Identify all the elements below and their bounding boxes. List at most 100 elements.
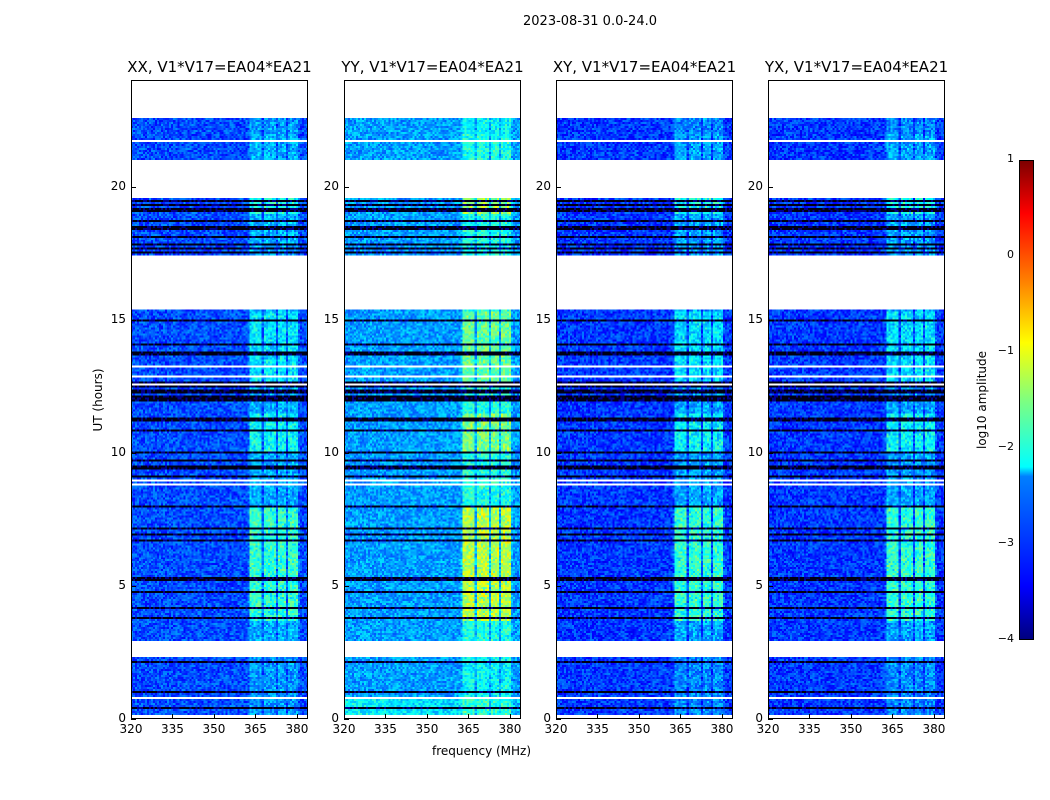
y-tick-label: 15	[747, 311, 763, 326]
y-tick-label: 20	[535, 178, 551, 193]
x-tick-label: 380	[285, 722, 309, 736]
x-tick	[426, 714, 428, 719]
y-axis-label: UT (hours)	[91, 368, 105, 432]
panel-title: YY, V1*V17=EA04*EA21	[341, 58, 524, 76]
y-tick	[768, 719, 773, 720]
colorbar-tick-label: −3	[997, 536, 1014, 549]
x-tick	[344, 714, 345, 719]
x-tick-label: 335	[798, 722, 821, 736]
axes-frame	[344, 80, 521, 719]
y-tick	[344, 186, 349, 188]
axes-frame	[131, 80, 308, 719]
y-tick	[344, 719, 349, 720]
heatmap-image	[768, 80, 945, 719]
y-tick-label: 0	[331, 711, 339, 725]
x-tick-label: 365	[457, 722, 480, 736]
axes-frame	[768, 80, 945, 719]
x-tick-label: 380	[922, 722, 946, 736]
y-tick	[344, 319, 349, 321]
axes-frame	[556, 80, 733, 719]
y-tick-label: 0	[118, 711, 126, 725]
panel-title: YX, V1*V17=EA04*EA21	[764, 58, 949, 76]
y-tick-label: 20	[110, 178, 126, 193]
x-tick	[768, 714, 769, 719]
x-tick	[892, 714, 894, 719]
waterfall-panel-4: YX, V1*V17=EA04*EA21 320 335 350 365 380 0 5 10 1…	[748, 58, 948, 736]
colorbar-tick-label: −1	[997, 344, 1014, 357]
y-tick-label: 20	[323, 178, 339, 193]
x-tick	[809, 714, 811, 719]
colorbar-tick-label: 1	[1007, 152, 1014, 165]
panel-title: XY, V1*V17=EA04*EA21	[552, 58, 737, 76]
y-tick	[344, 452, 349, 454]
x-tick	[172, 714, 174, 719]
x-axis-label: frequency (MHz)	[432, 744, 532, 758]
y-tick-label: 10	[323, 444, 339, 459]
y-tick-label: 10	[747, 444, 763, 459]
waterfall-panel-1: XX, V1*V17=EA04*EA21 320 335 350 365 380 0 5 10 1…	[111, 58, 312, 736]
heatmap-image	[131, 80, 308, 719]
y-tick-label: 5	[118, 577, 126, 592]
y-tick	[131, 719, 136, 720]
x-tick	[385, 714, 387, 719]
y-tick	[768, 186, 773, 188]
x-tick-label: 380	[710, 722, 734, 736]
x-tick	[680, 714, 682, 719]
y-tick-label: 20	[747, 178, 763, 193]
x-tick	[597, 714, 599, 719]
x-tick	[509, 714, 511, 719]
y-tick	[556, 319, 561, 321]
y-tick-label: 15	[323, 311, 339, 326]
y-tick	[131, 452, 136, 454]
colorbar-tick-label: −2	[997, 440, 1014, 453]
x-tick	[850, 714, 852, 719]
x-tick-label: 350	[202, 722, 226, 736]
x-tick	[556, 714, 557, 719]
heatmap-image	[344, 80, 521, 719]
y-tick	[131, 585, 136, 587]
x-tick-label: 335	[374, 722, 397, 736]
y-tick	[131, 319, 136, 321]
x-tick	[638, 714, 640, 719]
x-tick-label: 380	[498, 722, 522, 736]
x-tick-label: 365	[244, 722, 267, 736]
x-tick-label: 350	[415, 722, 439, 736]
y-tick	[556, 452, 561, 454]
y-tick-label: 5	[331, 577, 339, 592]
y-tick	[768, 452, 773, 454]
y-tick	[556, 719, 561, 720]
x-tick-label: 335	[586, 722, 609, 736]
x-tick-label: 335	[161, 722, 184, 736]
y-tick-label: 15	[535, 311, 551, 326]
y-tick-label: 5	[543, 577, 551, 592]
waterfall-panel-2: YY, V1*V17=EA04*EA21 320 335 350 365 380 0 5 10 1…	[324, 58, 524, 736]
y-tick-label: 10	[110, 444, 126, 459]
colorbar	[1019, 160, 1034, 640]
x-tick	[296, 714, 298, 719]
y-tick	[344, 585, 349, 587]
waterfall-panel-3: XY, V1*V17=EA04*EA21 320 335 350 365 380 0 5 10 1…	[536, 58, 736, 736]
x-tick-label: 350	[839, 722, 863, 736]
x-tick	[213, 714, 215, 719]
y-tick	[556, 585, 561, 587]
x-tick	[255, 714, 257, 719]
x-tick-label: 350	[627, 722, 651, 736]
colorbar-tick-label: −4	[997, 632, 1014, 645]
heatmap-image	[556, 80, 733, 719]
y-tick-label: 0	[755, 711, 763, 725]
y-tick-label: 15	[110, 311, 126, 326]
colorbar-tick-label: 0	[1007, 248, 1014, 261]
y-tick	[131, 186, 136, 188]
x-tick	[468, 714, 470, 719]
x-tick-label: 320	[544, 722, 568, 736]
y-tick-label: 5	[755, 577, 763, 592]
x-tick-label: 320	[119, 722, 143, 736]
panel-title: XX, V1*V17=EA04*EA21	[127, 58, 312, 76]
y-tick-label: 0	[543, 711, 551, 725]
x-tick-label: 365	[881, 722, 904, 736]
x-tick-label: 365	[669, 722, 692, 736]
y-tick	[768, 585, 773, 587]
x-tick	[933, 714, 935, 719]
y-tick	[768, 319, 773, 321]
